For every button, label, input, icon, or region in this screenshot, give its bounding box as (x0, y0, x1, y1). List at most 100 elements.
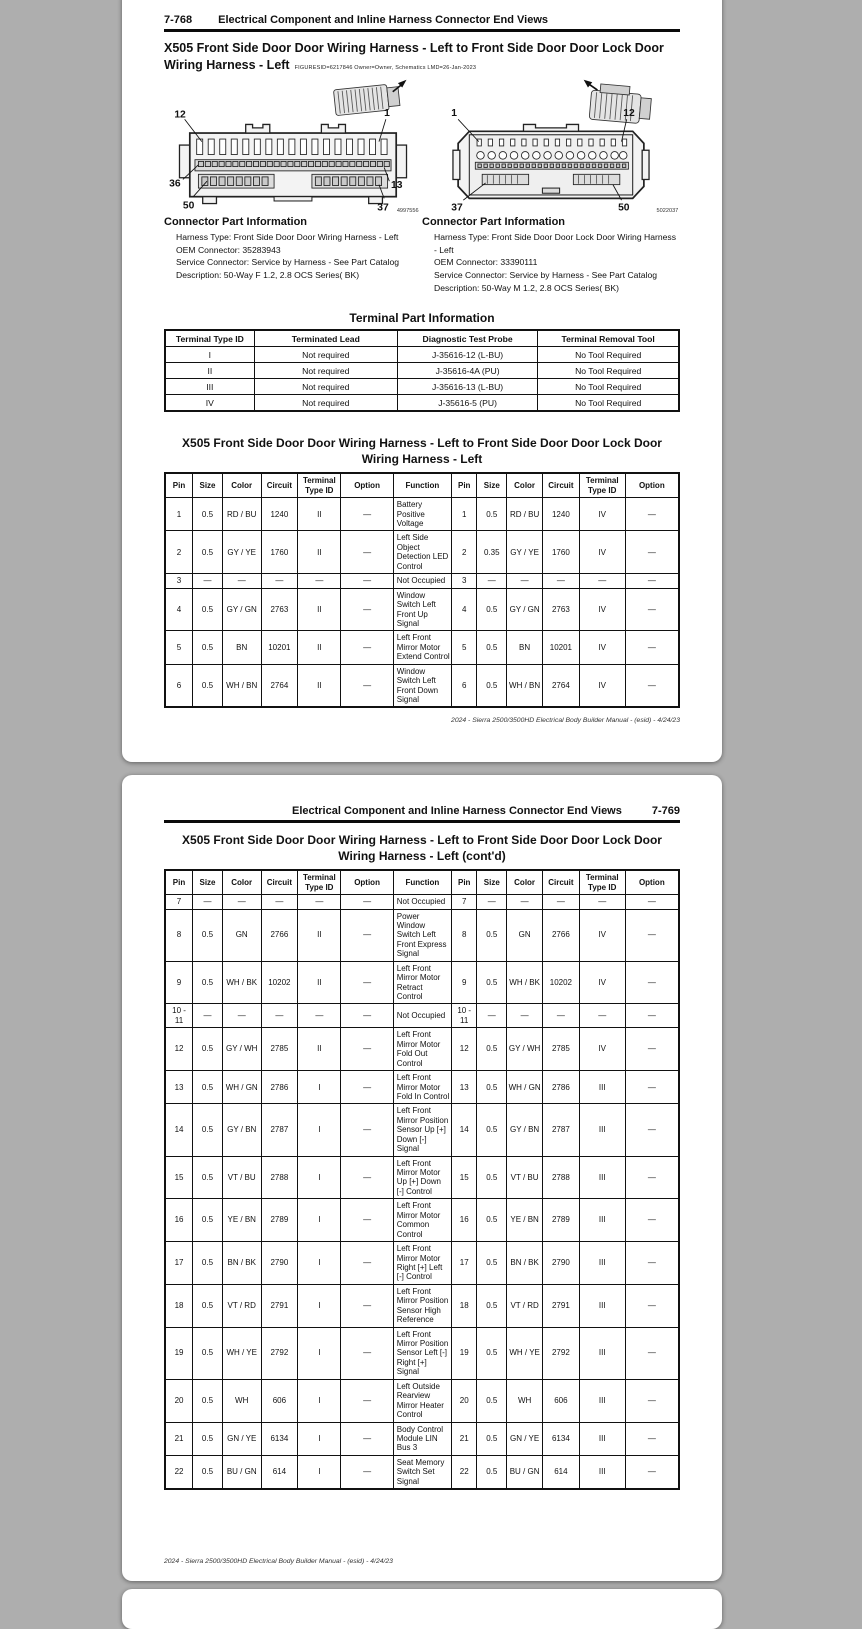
figure-title-text: X505 Front Side Door Door Wiring Harness… (164, 41, 664, 72)
table-cell: 2788 (542, 1155, 580, 1200)
pin-label: 1 (384, 108, 390, 119)
table-cell: — (192, 1003, 223, 1029)
table-cell: — (340, 1027, 394, 1072)
table-cell: — (221, 573, 262, 589)
table-cell: 14 (451, 1103, 478, 1157)
table-cell: 0.5 (476, 1198, 508, 1243)
table-cell: 16 (164, 1198, 194, 1243)
table-cell: 5 (164, 630, 194, 665)
table-cell: 8 (164, 908, 194, 962)
table-cell: I (297, 1103, 342, 1157)
table-row: III Not required J-35616-13 (L-BU) No Tool … (164, 378, 680, 396)
table-cell: 0.5 (192, 587, 223, 632)
table-cell: 0.5 (476, 908, 508, 962)
terminal-table-title: Terminal Part Information (349, 311, 495, 326)
column-header: Circuit (542, 869, 580, 896)
table-cell: — (340, 497, 394, 532)
table-cell: III (164, 378, 255, 396)
table-row: 4 0.5 GY / GN 2763 II — Window Switch Left Fro… (164, 587, 680, 632)
table-cell: YE / BN (506, 1198, 544, 1243)
table-cell: — (340, 1326, 394, 1380)
table-cell: 0.5 (476, 630, 508, 665)
header-row: Terminal Type ID Terminated Lead Diagnosti… (164, 329, 680, 348)
table-cell: — (340, 530, 394, 575)
table-cell: 3 (164, 573, 194, 589)
table-cell: 14 (164, 1103, 194, 1157)
table-cell: — (340, 1198, 394, 1243)
table-cell: Not required (253, 362, 398, 380)
table-cell: 0.5 (476, 1103, 508, 1157)
table-row: 21 0.5 GN / YE 6134 I — Body Control Module LI… (164, 1421, 680, 1456)
table-cell: — (340, 573, 394, 589)
table-cell: — (340, 587, 394, 632)
column-header: Function (392, 472, 453, 499)
table-cell: II (297, 663, 342, 708)
table-row: I Not required J-35616-12 (L-BU) No Tool Re… (164, 346, 680, 364)
column-header: Option (340, 472, 394, 499)
table-row: 14 0.5 GY / BN 2787 I — Left Front Mirror Posi… (164, 1103, 680, 1157)
table-cell: 2766 (260, 908, 299, 962)
table-cell: 0.5 (476, 1070, 508, 1105)
table-cell: I (297, 1283, 342, 1328)
table-cell: VT / RD (221, 1283, 262, 1328)
table-cell: II (164, 362, 255, 380)
table-cell: III (578, 1283, 626, 1328)
table-cell: VT / BU (221, 1155, 262, 1200)
column-header: Diagnostic Test Probe (396, 329, 539, 348)
table-cell: 2 (164, 530, 194, 575)
table-cell: 0.5 (192, 1070, 223, 1105)
table-cell: Not Occupied (392, 573, 453, 589)
table-cell: YE / BN (221, 1198, 262, 1243)
table-cell: II (297, 630, 342, 665)
table-cell: III (578, 1326, 626, 1380)
table-cell: 2788 (260, 1155, 299, 1200)
figure-meta: FIGURESID=6217846 Owner=Owner, Schematic… (294, 64, 477, 71)
table-cell: I (164, 346, 255, 364)
table-row: 16 0.5 YE / BN 2789 I — Left Front Mirror Moto… (164, 1198, 680, 1243)
table-row: 6 0.5 WH / BN 2764 II — Window Switch Left Fro… (164, 663, 680, 708)
table-cell: 0.5 (192, 1241, 223, 1285)
table-cell: GN / YE (221, 1421, 262, 1456)
table-cell: WH / BN (221, 663, 262, 708)
table-cell: 614 (542, 1454, 580, 1490)
table-cell: 0.5 (192, 960, 223, 1005)
table-row: 10 - 11— — — — — Not Occupied 10 - 11— — — — — (164, 1003, 680, 1029)
table-cell: — (297, 573, 342, 589)
table-cell: I (297, 1155, 342, 1200)
column-header: Option (624, 869, 680, 896)
table-cell: 2787 (260, 1103, 299, 1157)
table-cell: II (297, 908, 342, 962)
table-cell: — (476, 894, 508, 910)
table-cell: 21 (164, 1421, 194, 1456)
table-cell: Left Outside Rearview Mirror Heater Cont… (392, 1378, 453, 1423)
table-cell: BN / BK (221, 1241, 262, 1285)
table-row: II Not required J-35616-4A (PU) No Tool Req… (164, 362, 680, 380)
column-header: Terminal Type ID (578, 869, 626, 896)
table-cell: 1 (164, 497, 194, 532)
column-header: Terminal Type ID (297, 472, 342, 499)
table-cell: I (297, 1454, 342, 1490)
table-cell: IV (578, 1027, 626, 1072)
table-cell: 10202 (260, 960, 299, 1005)
table-cell: GY / GN (221, 587, 262, 632)
table-cell: 20 (451, 1378, 478, 1423)
table-cell: Left Front Mirror Motor Common Control (392, 1198, 453, 1243)
column-header: Color (506, 472, 544, 499)
table-cell: 12 (164, 1027, 194, 1072)
table-cell: II (297, 530, 342, 575)
table-cell: VT / RD (506, 1283, 544, 1328)
main-table-title: X505 Front Side Door Door Wiring Harness… (182, 833, 662, 863)
table-cell: GY / BN (221, 1103, 262, 1157)
table-cell: 10 - 11 (164, 1003, 194, 1029)
table-cell: 2786 (542, 1070, 580, 1105)
column-header: Size (192, 472, 223, 499)
connector-face-drawing-right: 1 12 37 50 5022037 (451, 79, 678, 214)
table-cell: — (624, 1378, 680, 1423)
table-row: 1 0.5 RD / BU 1240 II — Battery Positive Volta… (164, 497, 680, 532)
table-cell: — (192, 894, 223, 910)
table-cell: 17 (164, 1241, 194, 1285)
table-cell: 606 (542, 1378, 580, 1423)
table-cell: GY / BN (506, 1103, 544, 1157)
table-cell: — (624, 1070, 680, 1105)
table-cell: 18 (164, 1283, 194, 1328)
